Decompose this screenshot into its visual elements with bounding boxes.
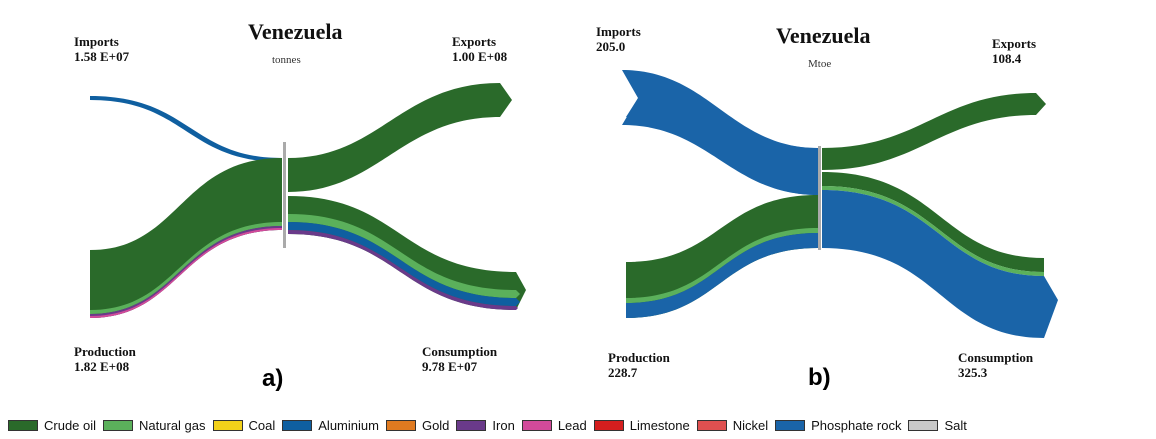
legend-swatch xyxy=(593,419,624,431)
legend-label: Natural gas xyxy=(139,417,206,433)
imports-label-a: Imports 1.58 E+07 xyxy=(74,34,130,64)
panel-unit-a: tonnes xyxy=(272,54,301,66)
production-flow-b xyxy=(626,195,818,318)
legend-label: Gold xyxy=(421,417,450,433)
sankey-panel-b: Imports 205.0 Venezuela Mtoe Exports 108… xyxy=(560,0,1120,395)
panel-tag-a: a) xyxy=(262,365,284,392)
imports-label-b: Imports 205.0 xyxy=(596,24,641,54)
legend-swatch xyxy=(282,419,313,431)
legend-item: Phosphate rock xyxy=(775,418,901,433)
legend-swatch xyxy=(212,419,243,431)
consumption-label-a: Consumption 9.78 E+07 xyxy=(422,344,498,374)
legend-item: Iron xyxy=(456,417,515,433)
legend-label: Nickel xyxy=(732,417,769,433)
legend: Crude oil Natural gas Coal Aluminium Gold Iro… xyxy=(0,414,1156,436)
sankey-panel-a: Imports 1.58 E+07 Venezuela tonnes Expor… xyxy=(0,0,560,395)
production-label-a: Production 1.82 E+08 xyxy=(74,344,136,374)
legend-swatch xyxy=(8,419,38,431)
legend-item: Salt xyxy=(908,417,967,433)
legend-label: Iron xyxy=(492,417,515,433)
legend-swatch xyxy=(103,419,134,431)
legend-label: Limestone xyxy=(629,417,690,433)
divider-b xyxy=(818,146,821,250)
legend-item: Crude oil xyxy=(8,418,96,433)
sankey-flows-a xyxy=(90,83,526,318)
exports-label-b: Exports 108.4 xyxy=(992,36,1037,66)
panel-title-a: Venezuela xyxy=(248,19,343,44)
sankey-flows-b xyxy=(622,70,1058,338)
legend-swatch xyxy=(456,419,487,431)
imports-flow-a xyxy=(90,96,282,162)
exports-label-a: Exports 1.00 E+08 xyxy=(452,34,508,64)
legend-swatch xyxy=(908,419,939,431)
legend-swatch xyxy=(775,419,806,431)
legend-item: Limestone xyxy=(593,417,690,433)
legend-label: Salt xyxy=(944,417,967,433)
legend-item: Nickel xyxy=(696,417,769,433)
legend-label: Crude oil xyxy=(44,417,97,433)
legend-label: Phosphate rock xyxy=(811,417,902,433)
panel-unit-b: Mtoe xyxy=(808,58,832,70)
legend-swatch xyxy=(521,419,552,431)
production-flow-a xyxy=(90,158,282,318)
divider-a xyxy=(283,142,286,248)
exports-flow-b xyxy=(822,93,1046,170)
consumption-flow-b xyxy=(822,172,1044,272)
panel-title-b: Venezuela xyxy=(776,23,871,48)
legend-label: Aluminium xyxy=(318,417,379,433)
legend-item: Coal xyxy=(212,417,276,433)
legend-label: Coal xyxy=(248,417,276,433)
legend-item: Aluminium xyxy=(282,418,379,433)
legend-swatch xyxy=(696,419,727,431)
panel-tag-b: b) xyxy=(808,364,831,391)
legend-item: Gold xyxy=(385,417,450,433)
production-label-b: Production 228.7 xyxy=(608,350,670,380)
legend-label: Lead xyxy=(557,417,587,433)
legend-item: Lead xyxy=(521,417,587,433)
legend-item: Natural gas xyxy=(103,417,206,433)
legend-swatch xyxy=(385,419,416,431)
consumption-label-b: Consumption 325.3 xyxy=(958,350,1034,380)
exports-flow-a xyxy=(288,83,512,192)
